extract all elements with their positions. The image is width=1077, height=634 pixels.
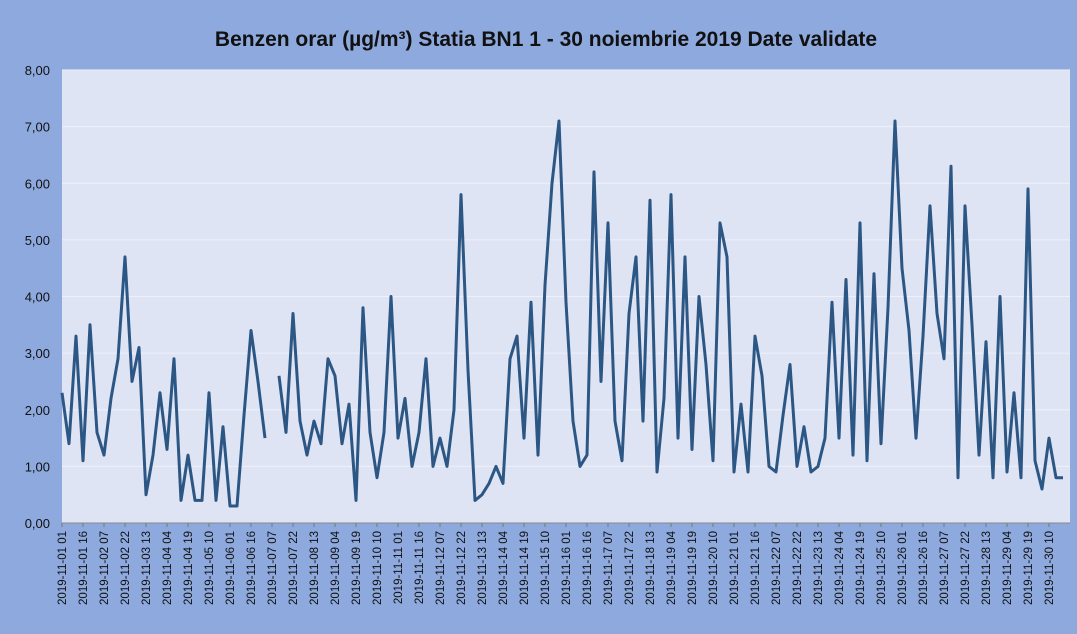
x-tick-label: 2019-11-07 07 (267, 531, 279, 605)
data-line (60, 119, 1063, 508)
x-tick-label: 2019-11-28 13 (981, 531, 993, 605)
x-tick-label: 2019-11-05 10 (204, 531, 216, 605)
x-tick-label: 2019-11-04 19 (183, 531, 195, 605)
x-tick-label: 2019-11-04 04 (162, 530, 174, 605)
x-tick-label: 2019-11-01 16 (78, 531, 90, 605)
x-tick-label: 2019-11-12 22 (456, 531, 468, 605)
x-tick-label: 2019-11-18 13 (645, 531, 657, 605)
y-tick-label: 8,00 (25, 63, 50, 78)
x-tick-label: 2019-11-21 01 (729, 531, 741, 605)
x-tick-label: 2019-11-09 04 (330, 530, 342, 605)
x-tick-label: 2019-11-30 10 (1044, 531, 1056, 605)
x-tick-label: 2019-11-19 04 (666, 530, 678, 605)
x-tick-label: 2019-11-29 04 (1002, 530, 1014, 605)
x-tick-label: 2019-11-27 07 (939, 531, 951, 605)
x-tick-label: 2019-11-16 16 (582, 531, 594, 605)
x-tick-label: 2019-11-11 16 (414, 531, 426, 604)
x-tick-label: 2019-11-19 19 (687, 531, 699, 605)
x-tick-label: 2019-11-17 07 (603, 531, 615, 605)
x-tick-label: 2019-11-13 13 (477, 531, 489, 605)
x-tick-label: 2019-11-14 04 (498, 530, 510, 605)
x-tick-label: 2019-11-03 13 (141, 531, 153, 605)
x-tick-label: 2019-11-15 10 (540, 531, 552, 605)
x-tick-label: 2019-11-16 01 (561, 531, 573, 605)
x-tick-label: 2019-11-24 19 (855, 531, 867, 605)
y-tick-label: 0,00 (25, 516, 50, 531)
x-tick-label: 2019-11-02 22 (120, 531, 132, 605)
y-tick-label: 7,00 (25, 120, 50, 135)
x-tick-label: 2019-11-22 22 (792, 531, 804, 605)
x-tick-label: 2019-11-09 19 (351, 531, 363, 605)
x-tick-label: 2019-11-21 16 (750, 531, 762, 605)
y-tick-label: 5,00 (25, 233, 50, 248)
x-tick-label: 2019-11-23 13 (813, 531, 825, 605)
y-tick-label: 1,00 (25, 459, 50, 474)
x-tick-label: 2019-11-01 01 (57, 531, 69, 605)
x-tick-label: 2019-11-08 13 (309, 531, 321, 605)
x-tick-label: 2019-11-29 19 (1023, 531, 1035, 605)
x-tick-label: 2019-11-26 16 (918, 531, 930, 605)
y-tick-label: 4,00 (25, 290, 50, 305)
x-tick-label: 2019-11-27 22 (960, 531, 972, 605)
x-tick-label: 2019-11-06 16 (246, 531, 258, 605)
x-tick-label: 2019-11-14 19 (519, 531, 531, 605)
x-tick-label: 2019-11-10 10 (372, 531, 384, 605)
x-tick-label: 2019-11-20 10 (708, 531, 720, 605)
x-tick-label: 2019-11-02 07 (99, 531, 111, 605)
x-tick-label: 2019-11-17 22 (624, 531, 636, 605)
x-tick-label: 2019-11-07 22 (288, 531, 300, 605)
x-tick-label: 2019-11-26 01 (897, 531, 909, 605)
x-tick-label: 2019-11-12 07 (435, 531, 447, 605)
y-tick-label: 2,00 (25, 403, 50, 418)
y-tick-label: 3,00 (25, 346, 50, 361)
x-tick-label: 2019-11-24 04 (834, 530, 846, 605)
x-tick-label: 2019-11-06 01 (225, 531, 237, 605)
x-tick-label: 2019-11-22 07 (771, 531, 783, 605)
y-tick-label: 6,00 (25, 176, 50, 191)
chart-title: Benzen orar (µg/m³) Statia BN1 1 - 30 no… (215, 28, 877, 51)
x-tick-label: 2019-11-11 01 (393, 531, 405, 604)
x-tick-label: 2019-11-25 10 (876, 531, 888, 605)
